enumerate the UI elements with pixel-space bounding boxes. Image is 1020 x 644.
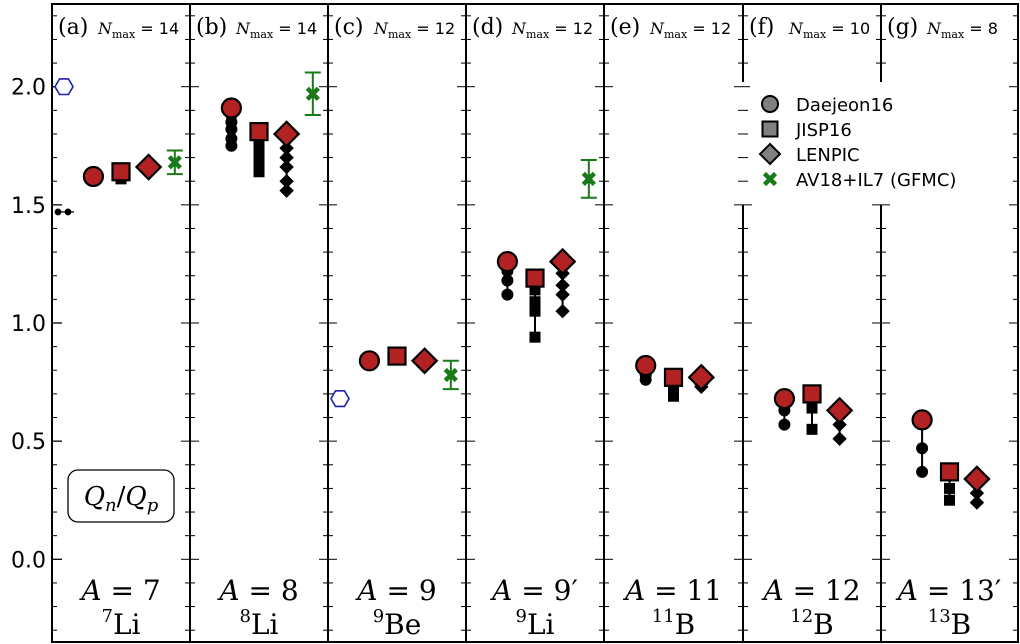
- panel-tag: (e): [610, 15, 640, 40]
- legend-label: AV18+IL7 (GFMC): [796, 170, 956, 191]
- panel-tag: (a): [58, 15, 88, 40]
- nucleus-label: 7Li: [101, 606, 140, 641]
- mass-number-label: A = 9′: [489, 574, 578, 607]
- jisp16-ladder-point: [529, 296, 541, 308]
- panel-tag: (b): [196, 15, 227, 40]
- gfmc-point: [443, 367, 458, 383]
- lenpic-ladder-point: [555, 277, 570, 293]
- lenpic-point: [548, 247, 577, 276]
- lenpic-point: [134, 153, 163, 181]
- y-tick-label: 0.5: [11, 430, 46, 455]
- daejeon16-point: [496, 250, 518, 273]
- lenpic-point: [963, 465, 991, 493]
- mass-number-label: A = 8: [216, 574, 298, 607]
- gfmc-point: [581, 171, 596, 186]
- lenpic-ladder-point: [279, 159, 294, 175]
- legend-label: Daejeon16: [796, 95, 893, 116]
- nucleus-label: 12B: [790, 606, 833, 641]
- nucleus-label: 13B: [928, 606, 971, 641]
- legend-box: [750, 84, 1005, 194]
- jisp16-point: [939, 462, 960, 482]
- jisp16-ladder-point: [944, 482, 955, 494]
- y-tick-label: 1.5: [11, 194, 46, 219]
- mass-number-label: A = 12: [760, 574, 860, 607]
- daejeon16-ladder-point: [501, 288, 514, 301]
- ratio-box: [67, 469, 175, 523]
- nmax-label: Nmax = 8: [926, 19, 998, 41]
- legend-marker-cross: [762, 171, 778, 187]
- nucleus-label: 9Li: [515, 606, 554, 641]
- y-tick-label: 2.0: [11, 76, 46, 101]
- plot-frame: [51, 3, 1019, 643]
- legend-marker-circle: [761, 95, 779, 113]
- mass-number-label: A = 9: [354, 574, 436, 607]
- experiment-point: [330, 389, 350, 408]
- nmax-label: Nmax = 12: [649, 19, 731, 41]
- nmax-label: Nmax = 14: [97, 19, 179, 41]
- mass-number-label: A = 13′: [895, 574, 1001, 607]
- jisp16-point: [663, 367, 684, 387]
- daejeon16-point: [358, 350, 380, 372]
- jisp16-point: [249, 121, 269, 142]
- lenpic-ladder-point: [279, 174, 294, 189]
- ratio-label: Qn/Qp: [84, 482, 159, 516]
- panel-tag: (g): [887, 15, 918, 40]
- nucleus-label: 8Li: [239, 606, 278, 641]
- lenpic-ladder-point: [969, 495, 985, 510]
- panel-tag: (f): [749, 15, 774, 40]
- legend-label: LENPIC: [796, 145, 860, 166]
- mass-number-label: A = 7: [78, 574, 160, 607]
- gfmc-point: [305, 86, 320, 101]
- lenpic-ladder-point: [279, 150, 294, 165]
- lenpic-point: [272, 120, 301, 148]
- legend-label: JISP16: [795, 120, 852, 141]
- nmax-label: Nmax = 10: [788, 19, 870, 41]
- lenpic-ladder-point: [279, 140, 294, 156]
- jisp16-point: [802, 384, 822, 404]
- gfmc-point: [167, 155, 182, 170]
- lenpic-point: [410, 347, 439, 375]
- lenpic-point: [687, 363, 716, 392]
- mass-number-label: A = 11: [622, 574, 722, 607]
- lenpic-ladder-point: [969, 485, 985, 501]
- legend-marker-square: [761, 120, 779, 138]
- daejeon16-point: [82, 165, 105, 188]
- jisp16-ladder-point: [529, 305, 541, 317]
- daejeon16-point: [635, 354, 657, 377]
- nucleus-label: 11B: [652, 606, 695, 641]
- nmax-label: Nmax = 12: [373, 19, 455, 41]
- experiment-point: [54, 78, 74, 96]
- lenpic-ladder-point: [832, 431, 847, 446]
- jisp16-ladder-point: [529, 331, 541, 343]
- jisp16-point: [387, 346, 407, 366]
- y-tick-label: 0.0: [11, 548, 46, 573]
- daejeon16-ladder-point: [916, 442, 929, 455]
- lenpic-ladder-point: [832, 417, 847, 432]
- lenpic-ladder-point: [279, 183, 294, 198]
- nmax-label: Nmax = 14: [235, 19, 317, 41]
- legend-marker-diamond: [758, 142, 782, 166]
- daejeon16-ladder-point: [916, 465, 929, 478]
- lenpic-point: [825, 396, 854, 425]
- jisp16-ladder-point: [806, 402, 818, 414]
- jisp16-point: [525, 268, 545, 288]
- panel-tag: (d): [472, 15, 503, 40]
- nucleus-label: 9Be: [373, 606, 422, 641]
- jisp16-ladder-point: [806, 423, 818, 435]
- jisp16-ladder-point: [944, 494, 955, 506]
- y-tick-label: 1.0: [11, 312, 46, 337]
- daejeon16-ladder-point: [778, 418, 791, 431]
- panel-tag: (c): [334, 15, 364, 40]
- jisp16-ladder-point: [668, 390, 679, 402]
- lenpic-ladder-point: [555, 303, 570, 319]
- lenpic-ladder-point: [555, 287, 570, 302]
- daejeon16-point: [911, 409, 933, 431]
- daejeon16-point: [773, 388, 796, 410]
- extra-point: [64, 208, 72, 216]
- jisp16-point: [111, 162, 131, 182]
- daejeon16-point: [220, 97, 242, 119]
- nmax-label: Nmax = 12: [511, 19, 593, 41]
